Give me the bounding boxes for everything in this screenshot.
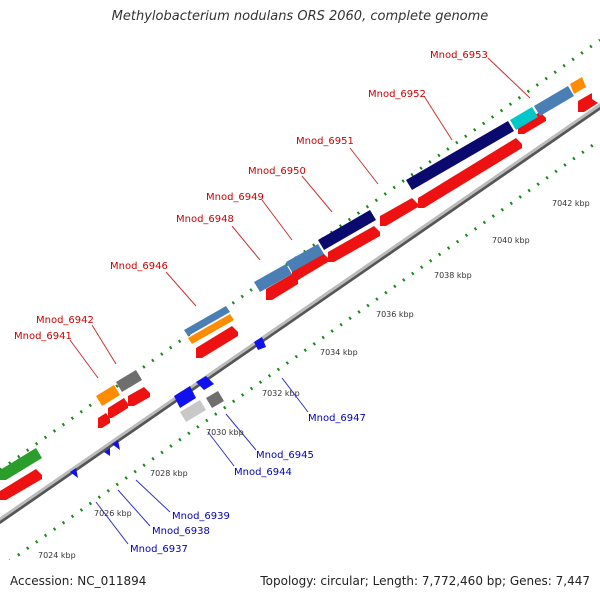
gene-mnod-6952[interactable] (518, 112, 546, 134)
scale-tick-label: 7040 kbp (492, 236, 530, 245)
forward-gene-label[interactable]: Mnod_6952 (368, 89, 426, 100)
genome-backbone (0, 103, 600, 521)
scale-tick-label: 7030 kbp (206, 428, 244, 437)
forward-gene-label[interactable]: Mnod_6953 (430, 50, 488, 61)
gene-mnod-6944-light[interactable] (180, 400, 206, 422)
scale-tick-label: 7038 kbp (434, 271, 472, 280)
reverse-leaders (95, 377, 309, 545)
forward-gene-label[interactable]: Mnod_6948 (176, 214, 234, 225)
gene-mnod-6950[interactable] (380, 198, 418, 226)
gene-mnod-6943[interactable] (196, 326, 238, 358)
forward-gene-label[interactable]: Mnod_6942 (36, 315, 94, 326)
feature-orange-6953[interactable] (570, 77, 586, 94)
gene-mnod-6937[interactable] (70, 468, 78, 478)
reverse-gene-label[interactable]: Mnod_6939 (172, 511, 230, 522)
scale-tick-label: 7024 kbp (38, 551, 76, 560)
gene-mnod-6949[interactable] (328, 226, 380, 262)
reverse-gene-label[interactable]: Mnod_6945 (256, 450, 314, 461)
forward-strand-genes (0, 93, 598, 500)
gene-mnod-6941[interactable] (108, 398, 128, 418)
scale-tick-label: 7034 kbp (320, 348, 358, 357)
scale-tick-label: 7028 kbp (150, 469, 188, 478)
gene-mnod-6945-grey[interactable] (206, 391, 224, 408)
gene-mnod-6953[interactable] (578, 93, 598, 112)
gene-mnod-6947[interactable] (254, 337, 266, 350)
gene-mnod-6951[interactable] (418, 138, 522, 208)
feature-green-left[interactable] (0, 448, 42, 480)
scale-tick-label: 7032 kbp (262, 389, 300, 398)
gene-left-edge[interactable] (0, 469, 42, 500)
genome-summary-text: Topology: circular; Length: 7,772,460 bp… (260, 574, 590, 588)
gene-mnod-6945-a[interactable] (196, 376, 214, 390)
map-title: Methylobacterium nodulans ORS 2060, comp… (111, 9, 489, 24)
feature-navy-6951[interactable] (406, 121, 514, 190)
feature-orange-6946[interactable] (188, 314, 234, 344)
label-layer: Mnod_6941 Mnod_6942 Mnod_6946 Mnod_6948 Mnod… (14, 50, 488, 555)
gene-mnod-6948[interactable] (292, 252, 328, 280)
scale-tick-track (8, 138, 600, 560)
feature-grey-6942[interactable] (116, 370, 142, 392)
feature-cyan-6952[interactable] (510, 107, 538, 130)
gene-mnod-6939-rev[interactable] (112, 440, 120, 450)
forward-gene-label[interactable]: Mnod_6941 (14, 331, 72, 342)
feature-steelblue-6949[interactable] (286, 244, 324, 272)
reverse-gene-label[interactable]: Mnod_6937 (130, 544, 188, 555)
feature-navy-6950[interactable] (318, 210, 376, 250)
genome-diagram: Mnod_6941 Mnod_6942 Mnod_6946 Mnod_6948 Mnod… (0, 38, 600, 560)
genome-backbone-shadow (0, 103, 600, 525)
forward-gene-label[interactable]: Mnod_6950 (248, 166, 306, 177)
forward-gene-label[interactable]: Mnod_6946 (110, 261, 168, 272)
gene-mnod-6939-fwd[interactable] (98, 413, 110, 428)
scale-tick-label: 7026 kbp (94, 509, 132, 518)
feature-steelblue-6953[interactable] (534, 86, 574, 116)
scale-tick-label: 7036 kbp (376, 310, 414, 319)
reverse-gene-label[interactable]: Mnod_6938 (152, 526, 210, 537)
reverse-gene-label[interactable]: Mnod_6944 (234, 467, 292, 478)
accession-text: Accession: NC_011894 (10, 574, 147, 588)
feature-boxes (0, 77, 586, 480)
gene-mnod-6945-b[interactable] (174, 386, 196, 408)
forward-leaders (69, 57, 531, 379)
scale-tick-label: 7042 kbp (552, 199, 590, 208)
reverse-strand-genes (70, 337, 266, 478)
forward-gene-label[interactable]: Mnod_6949 (206, 192, 264, 203)
feature-orange-6941[interactable] (96, 385, 120, 406)
gene-mnod-6940[interactable] (128, 387, 150, 406)
feature-steelblue-6946[interactable] (184, 306, 230, 336)
gene-mnod-6946[interactable] (266, 274, 298, 300)
gene-mnod-6938[interactable] (104, 448, 110, 456)
feature-steelblue-6948[interactable] (254, 264, 292, 292)
scale-layer: 7024 kbp 7026 kbp 7028 kbp 7030 kbp 7032 kbp… (38, 199, 590, 560)
forward-gene-label[interactable]: Mnod_6951 (296, 136, 354, 147)
reverse-gene-label[interactable]: Mnod_6947 (308, 413, 366, 424)
